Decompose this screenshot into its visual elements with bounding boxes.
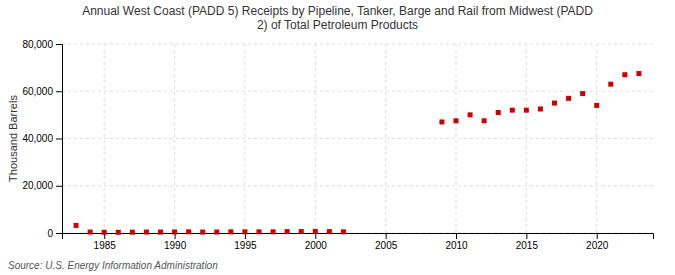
point (242, 229, 247, 234)
grid-line (596, 44, 597, 233)
chart: 1985 1990 1995 2000 2005 2010 2015 2020 0 20,000 4… (0, 0, 675, 275)
point (454, 118, 459, 123)
point (144, 230, 149, 235)
tick: 40,000 (22, 133, 62, 144)
tick-label: 1990 (164, 240, 187, 251)
tick-mark (456, 233, 457, 239)
grid-line (385, 44, 386, 233)
point (200, 230, 205, 235)
point (116, 230, 121, 235)
tick: 1995 (234, 233, 257, 251)
point (580, 91, 585, 96)
grid-line (62, 185, 653, 186)
grid-line (104, 44, 105, 233)
x-axis: 1985 1990 1995 2000 2005 2010 2015 2020 (63, 233, 654, 251)
point (158, 230, 163, 235)
tick: 2000 (305, 233, 328, 251)
point (88, 230, 93, 235)
point (102, 230, 107, 235)
grid (62, 44, 653, 233)
tick: 2010 (445, 233, 468, 251)
point (130, 230, 135, 235)
point (257, 229, 262, 234)
point (74, 223, 79, 228)
title: Annual West Coast (PADD 5) Receipts by P… (82, 4, 593, 32)
tick-label: 1995 (234, 240, 257, 251)
tick-label: 1985 (94, 240, 117, 251)
point (271, 229, 276, 234)
grid-line (62, 138, 653, 139)
point (327, 229, 332, 234)
grid-line (456, 44, 457, 233)
tick-label: 40,000 (22, 133, 53, 144)
tick: 2020 (586, 233, 609, 251)
tick: 20,000 (22, 180, 62, 191)
grid-line (62, 91, 653, 92)
tick-mark (56, 139, 62, 140)
tick: 0 (47, 228, 62, 239)
grid-line (315, 44, 316, 233)
point (496, 110, 501, 115)
y-axis: 0 20,000 40,000 60,000 80,000 (22, 39, 62, 239)
point (594, 103, 599, 108)
point (313, 229, 318, 234)
tick-label: 80,000 (22, 39, 53, 50)
point (341, 229, 346, 234)
tick-mark (526, 233, 527, 239)
tick: 1990 (164, 233, 187, 251)
tick-mark (56, 44, 62, 45)
point (622, 72, 627, 77)
point (172, 229, 177, 234)
tick: 60,000 (22, 86, 62, 97)
point (439, 119, 444, 124)
tick-mark (386, 233, 387, 239)
point (468, 112, 473, 117)
grid-line (526, 44, 527, 233)
axis-line (56, 45, 63, 234)
tick: 80,000 (22, 39, 62, 50)
point (482, 118, 487, 123)
point (214, 230, 219, 235)
tick-label: 60,000 (22, 86, 53, 97)
point (228, 229, 233, 234)
title-line: 2) of Total Petroleum Products (257, 18, 418, 32)
plot-area: 1985 1990 1995 2000 2005 2010 2015 2020 0 20,000 4… (22, 39, 653, 251)
tick-mark (597, 233, 598, 239)
tick-label: 2010 (445, 240, 468, 251)
point (552, 101, 557, 106)
tick-label: 2015 (516, 240, 539, 251)
point (299, 229, 304, 234)
grid-line (62, 44, 653, 45)
tick-label: 2020 (586, 240, 609, 251)
tick-mark (56, 233, 62, 234)
grid-line (174, 44, 175, 233)
annotation: Source: U.S. Energy Information Administ… (8, 260, 218, 271)
tick-mark (56, 91, 62, 92)
point (510, 108, 515, 113)
grid-line (244, 44, 245, 233)
points (74, 71, 642, 235)
point (538, 106, 543, 111)
tick-label: 2000 (305, 240, 328, 251)
axis-line (63, 234, 654, 240)
title-line: Annual West Coast (PADD 5) Receipts by P… (82, 4, 593, 18)
point (524, 108, 529, 113)
y-axis-title: Thousand Barrels (7, 95, 19, 182)
point (608, 82, 613, 87)
tick: 1985 (94, 233, 117, 251)
point (636, 71, 641, 76)
tick-label: 20,000 (22, 180, 53, 191)
point (186, 229, 191, 234)
point (566, 96, 571, 101)
point (285, 229, 290, 234)
tick-label: 0 (47, 228, 53, 239)
tick-mark (315, 233, 316, 239)
tick: 2015 (516, 233, 539, 251)
tick-mark (56, 186, 62, 187)
tick-label: 2005 (375, 240, 398, 251)
tick: 2005 (375, 233, 398, 251)
